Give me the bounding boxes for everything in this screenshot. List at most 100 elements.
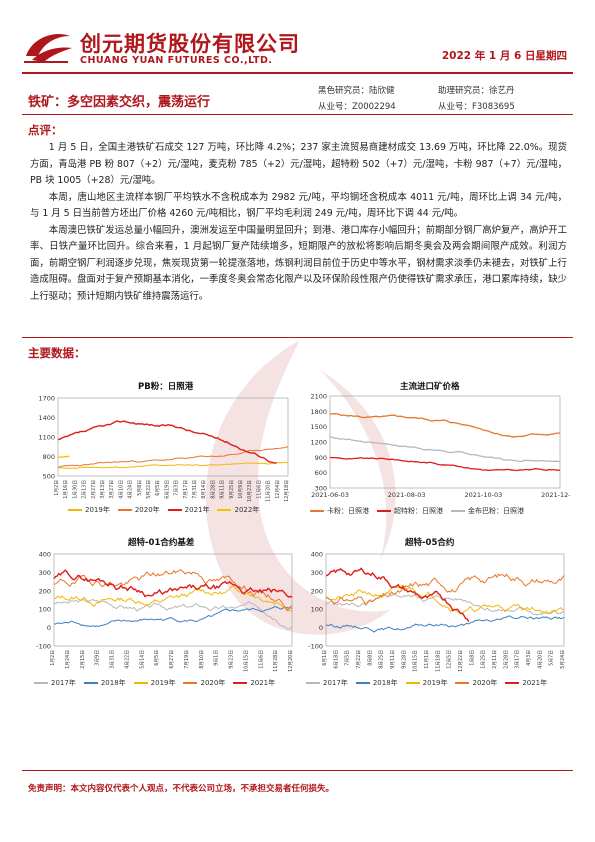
series-line [57, 461, 289, 469]
series-line [330, 436, 561, 463]
x-tick-label: 6月5日 [154, 650, 160, 666]
chart-title: 主流进口矿价格 [400, 382, 460, 392]
x-tick-label: 2月28日 [503, 650, 509, 669]
company-name-cn: 创元期货股份有限公司 [80, 32, 300, 56]
x-tick-label: 5月24日 [560, 650, 566, 669]
chart-legend: 卡粉：日照港 超特粉：日照港 金布巴粉：日照港 [310, 506, 524, 516]
y-tick-label: -100 [36, 643, 51, 651]
legend-entry: 超特粉：日照港 [377, 506, 443, 516]
series-line [53, 569, 293, 598]
x-tick-label: 6月19日 [164, 480, 170, 499]
x-tick-label: 2021-06-03 [311, 491, 349, 499]
header-divider [22, 72, 573, 74]
y-tick-label: 1200 [310, 439, 327, 447]
x-tick-label: 11月6日 [258, 650, 264, 669]
y-tick-label: 300 [39, 569, 51, 577]
x-tick-label: 8月25日 [379, 650, 385, 669]
y-tick-label: 100 [311, 606, 323, 614]
legend-entry: 2018年 [355, 678, 398, 688]
legend-label: 2022年 [234, 506, 260, 514]
series-line [53, 606, 293, 628]
legend-entry: 2020年 [455, 678, 497, 688]
x-tick-label: 7月19日 [184, 650, 190, 669]
x-tick-label: 11月1日 [424, 650, 430, 669]
x-tick-label: 8月8日 [367, 650, 373, 666]
x-tick-label: 2月11日 [492, 650, 498, 669]
chart-legend: 2017年 2018年 2019年 2020年 2021年 [34, 678, 275, 688]
chart-legend: 2017年 2018年 2019年 2020年 2021年 [306, 678, 547, 688]
chart-title: 超特-01合约基差 [128, 538, 195, 548]
data-heading: 主要数据： [28, 346, 86, 360]
series-line [329, 456, 561, 472]
x-tick-label: 5月8日 [137, 480, 143, 496]
y-tick-label: 300 [311, 569, 323, 577]
y-tick-label: 1400 [38, 414, 55, 422]
x-tick-label: 2021-08-03 [388, 491, 426, 499]
chart-basis-01: 超特-01合约基差 400 300 200 100 0 -100 1月2日 1月24日 2月15… [28, 528, 298, 693]
x-tick-label: 11月20日 [266, 480, 272, 502]
legend-label: 2020年 [472, 679, 498, 687]
x-tick-label: 6月1日 [322, 650, 328, 666]
chart-title: PB粉：日照港 [138, 382, 194, 392]
legend-label: 卡粉：日照港 [327, 507, 369, 515]
x-tick-label: 1月24日 [65, 650, 71, 669]
x-tick-label: 9月28日 [401, 650, 407, 669]
x-tick-label: 8月28日 [210, 480, 216, 499]
legend-entry: 2021年 [233, 678, 275, 688]
legend-entry: 2019年 [133, 678, 176, 688]
researcher-cert: 从业号：Z0002294 [318, 102, 396, 112]
series-line [57, 446, 289, 468]
x-tick-label: 3月17日 [515, 650, 521, 669]
comment-body: 1 月 5 日，全国主港铁矿石成交 127 万吨，环比降 4.2%；237 家主… [30, 140, 567, 305]
legend-label: 2021年 [250, 679, 276, 687]
x-tick-label: 4月10日 [118, 480, 124, 499]
y-tick-label: 200 [39, 587, 51, 595]
report-title: 铁矿：多空因素交织，震荡运行 [28, 95, 211, 110]
legend-label: 2017年 [323, 679, 348, 687]
x-tick-label: 1月25日 [481, 650, 487, 669]
x-tick-label: 1月2日 [54, 480, 60, 496]
x-tick-label: 2月15日 [80, 650, 86, 669]
x-tick-label: 6月5日 [155, 480, 161, 496]
watermark-logo [205, 340, 396, 635]
legend-entry: 2018年 [83, 678, 126, 688]
comment-paragraph: 本周，唐山地区主流样本钢厂平均铁水不含税成本为 2982 元/吨，平均钢坯含税成… [30, 191, 567, 220]
x-tick-label: 9月11日 [220, 480, 226, 499]
title-divider [22, 114, 573, 115]
comment-paragraph: 本周澳巴铁矿发运总量小幅回升，澳洲发运至中国量明显回升；到港、港口库存小幅回升；… [30, 224, 567, 302]
legend-swatch [233, 681, 248, 685]
y-tick-label: 400 [39, 551, 51, 559]
x-tick-label: 4月22日 [124, 650, 130, 669]
series-line [53, 585, 293, 612]
legend-swatch [117, 508, 132, 512]
y-tick-label: 900 [315, 454, 327, 462]
series-line [325, 584, 565, 615]
x-tick-label: 7月22日 [356, 650, 362, 669]
x-tick-label: 12月22日 [458, 650, 464, 672]
y-tick-label: 200 [311, 587, 323, 595]
legend-swatch [183, 681, 198, 685]
x-tick-label: 12月20日 [288, 650, 294, 672]
x-tick-label: 3月13日 [100, 480, 106, 499]
legend-swatch [310, 509, 324, 513]
x-tick-label: 1月8日 [469, 650, 475, 666]
x-tick-label: 12月18日 [284, 480, 290, 502]
legend-label: 金布巴粉：日照港 [468, 507, 524, 515]
company-logo: 创元期货股份有限公司 CHUANG YUAN FUTURES CO.,LTD. [22, 24, 322, 74]
x-tick-label: 10月15日 [243, 650, 249, 672]
series-line [57, 420, 277, 464]
x-tick-label: 1月16日 [63, 480, 69, 499]
legend-entry: 卡粉：日照港 [310, 506, 369, 516]
legend-entry: 2020年 [117, 505, 160, 515]
legend-entry: 2021年 [167, 505, 209, 515]
x-tick-label: 3月27日 [109, 480, 115, 499]
x-tick-label: 7月5日 [345, 650, 351, 666]
x-tick-label: 5月7日 [549, 650, 555, 666]
legend-swatch [405, 681, 420, 685]
x-tick-label: 3月9日 [95, 650, 101, 666]
legend-label: 2020年 [134, 506, 160, 514]
legend-label: 2019年 [150, 679, 176, 687]
y-tick-label: 500 [43, 473, 55, 481]
x-tick-label: 11月28日 [273, 650, 279, 672]
